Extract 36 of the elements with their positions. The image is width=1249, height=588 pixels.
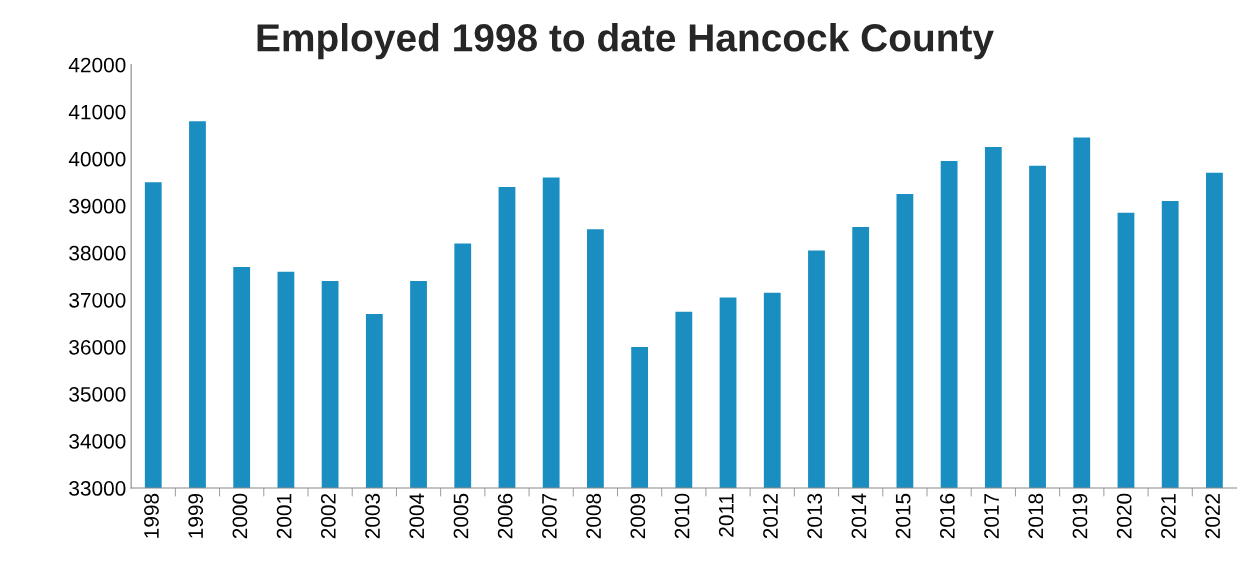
x-tick-label: 2013 [807,493,823,539]
y-tick-label: 34000 [69,434,126,449]
y-tick-label: 39000 [69,198,126,214]
x-tick-label: 2021 [1161,493,1176,539]
x-tick-label: 2002 [320,493,336,539]
x-tick-label: 2008 [586,493,601,539]
x-tick-label: 2018 [1028,493,1044,539]
x-tick-label: 2015 [895,493,911,539]
y-tick-label: 38000 [69,245,126,261]
x-tick-label: 2005 [453,493,469,539]
x-tick-label: 2000 [232,493,248,539]
x-tick-label: 2019 [1072,493,1088,539]
x-tick-label: 2003 [365,493,380,539]
y-tick-label: 42000 [68,57,126,73]
x-tick-label: 2022 [1205,493,1220,539]
x-tick-label: 2004 [409,493,425,539]
x-tick-label: 1998 [144,493,159,538]
x-tick-label: 1999 [188,493,204,538]
y-tick-label: 37000 [69,292,126,308]
x-tick-label: 2014 [851,493,867,539]
y-tick-label: 36000 [69,339,126,355]
x-tick-label: 2012 [763,493,778,539]
x-tick-label: 2011 [718,493,734,537]
y-tick-label: 40000 [68,151,126,167]
x-tick-label: 2001 [276,493,292,539]
x-tick-label: 2009 [630,493,646,539]
x-tick-label: 2017 [984,493,999,539]
x-tick-label: 2010 [674,493,690,539]
y-tick-label: 33000 [69,481,126,496]
y-tick-label: 41000 [68,104,126,120]
y-tick-label: 35000 [69,386,126,402]
x-tick-label: 2006 [497,493,513,539]
x-tick-label: 2020 [1116,493,1132,539]
x-tick-label: 2007 [542,493,557,539]
x-tick-label: 2016 [939,493,955,539]
chart-title: Employed 1998 to date Hancock County [257,23,994,60]
